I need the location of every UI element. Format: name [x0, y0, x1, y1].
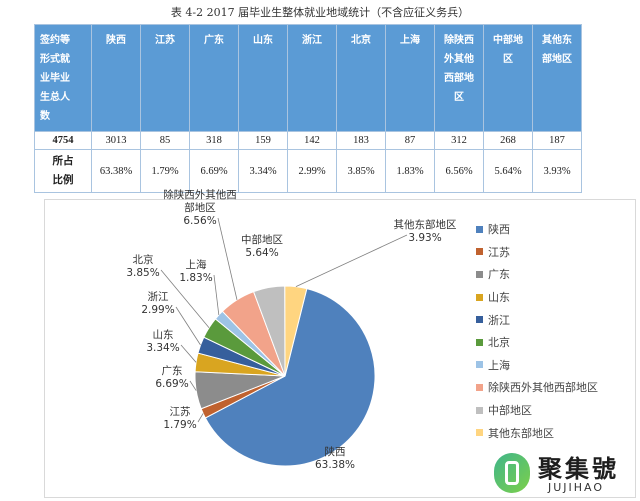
- slice-value-label: 6.69%: [155, 378, 188, 390]
- slice-category-label: 浙江: [148, 291, 169, 303]
- leader-line: [160, 269, 210, 328]
- legend-item: 除陕西外其他西部地区: [476, 376, 598, 399]
- legend-item: 山东: [476, 286, 598, 309]
- legend-label: 浙江: [488, 313, 510, 327]
- table-percent-label: 所占 比例: [34, 149, 92, 193]
- table-percent-cell: 6.56%: [434, 149, 484, 193]
- leader-line: [197, 413, 204, 423]
- slice-category-label: 除陕西外其他西: [163, 188, 237, 201]
- legend-item: 浙江: [476, 308, 598, 331]
- table-percent-cell: 1.79%: [140, 149, 190, 193]
- employment-region-table: 签约等 形式就 业毕业 生总人数陕西 江苏 广东 山东 浙江 北京 上海 除陕西 外其他 西部地区中部地…: [34, 24, 582, 193]
- table-header-cell: 山东: [238, 24, 288, 132]
- legend-swatch: [476, 429, 483, 437]
- slice-category-label: 广东: [162, 364, 183, 377]
- leader-line: [175, 306, 201, 346]
- legend-item: 陕西: [476, 218, 598, 241]
- logo-text-en: JUJIHAO: [548, 481, 605, 494]
- logo-text-cn: 聚集號: [538, 455, 619, 483]
- legend-swatch: [476, 270, 483, 278]
- slice-category-label: 江苏: [170, 405, 191, 418]
- pie-slice: [204, 288, 376, 467]
- legend-label: 其他东部地区: [488, 426, 554, 440]
- slice-value-label: 1.79%: [163, 419, 196, 431]
- slice-value-label: 6.56%: [183, 215, 216, 227]
- table-header-cell: 北京: [336, 24, 386, 132]
- slice-category-label: 上海: [186, 258, 207, 271]
- jujihao-logo: 聚集號 JUJIHAO: [486, 447, 636, 499]
- table-percent-cell: 2.99%: [287, 149, 337, 193]
- legend-label: 广东: [488, 268, 510, 282]
- slice-value-label: 5.64%: [245, 247, 278, 259]
- slice-category-label: 北京: [133, 253, 154, 266]
- legend-label: 江苏: [488, 245, 510, 259]
- table-caption: 表 4-2 2017 届毕业生整体就业地域统计（不含应征义务兵）: [170, 6, 470, 19]
- legend-item: 江苏: [476, 241, 598, 264]
- slice-category-label: 陕西: [325, 445, 346, 458]
- legend-swatch: [476, 361, 483, 369]
- legend-swatch: [476, 293, 483, 301]
- legend-item: 中部地区: [476, 399, 598, 422]
- legend-swatch: [476, 406, 483, 414]
- table-header-cell: 其他东 部地区: [532, 24, 582, 132]
- legend-label: 除陕西外其他西部地区: [488, 381, 598, 395]
- slice-value-label: 3.93%: [408, 232, 441, 244]
- table-header-cell: 广东: [189, 24, 239, 132]
- table-percent-cell: 1.83%: [385, 149, 435, 193]
- table-header-row: 签约等 形式就 业毕业 生总人数陕西 江苏 广东 山东 浙江 北京 上海 除陕西 外其他 西部地区中部地…: [34, 24, 582, 132]
- legend-swatch: [476, 225, 483, 233]
- legend-item: 其他东部地区: [476, 421, 598, 444]
- legend-item: 上海: [476, 354, 598, 377]
- slice-category-label: 中部地区: [241, 233, 283, 246]
- slice-value-label: 63.38%: [315, 459, 355, 471]
- leader-line: [213, 274, 220, 316]
- leader-line: [295, 234, 408, 288]
- slice-value-label: 1.83%: [179, 272, 212, 284]
- table-header-cell: 中部地区: [483, 24, 533, 132]
- legend-swatch: [476, 248, 483, 256]
- slice-value-label: 3.34%: [146, 342, 179, 354]
- slice-category-label: 其他东部地区: [394, 218, 457, 231]
- legend-item: 北京: [476, 331, 598, 354]
- table-percent-row: 所占 比例 63.38% 1.79% 6.69% 3.34% 2.99% 3.85% 1.83%…: [34, 149, 582, 193]
- legend-swatch: [476, 338, 483, 346]
- table-percent-cell: 3.34%: [238, 149, 288, 193]
- legend-label: 中部地区: [488, 404, 532, 418]
- legend-swatch: [476, 316, 483, 324]
- legend-item: 广东: [476, 263, 598, 286]
- leader-line: [180, 344, 197, 363]
- chart-legend: 陕西江苏广东山东浙江北京上海除陕西外其他西部地区 中部地区其他东部地区: [476, 218, 598, 444]
- logo-mark-icon: [494, 453, 530, 493]
- legend-label: 上海: [488, 358, 510, 372]
- table-header-cell: 除陕西 外其他 西部地区: [434, 24, 484, 132]
- legend-swatch: [476, 383, 483, 391]
- table-percent-cell: 3.93%: [532, 149, 582, 193]
- legend-label: 北京: [488, 336, 510, 350]
- leader-line: [217, 217, 238, 300]
- leader-line: [189, 380, 197, 391]
- slice-value-label: 3.85%: [126, 267, 159, 279]
- table-percent-cell: 63.38%: [91, 149, 141, 193]
- slice-value-label: 2.99%: [141, 304, 174, 316]
- table-header-cell: 陕西: [91, 24, 141, 132]
- pie-slice: [284, 285, 308, 377]
- slice-category-label: 山东: [153, 328, 174, 341]
- legend-label: 陕西: [488, 223, 510, 237]
- slice-category-label: 部地区: [184, 201, 216, 214]
- legend-label: 山东: [488, 291, 510, 305]
